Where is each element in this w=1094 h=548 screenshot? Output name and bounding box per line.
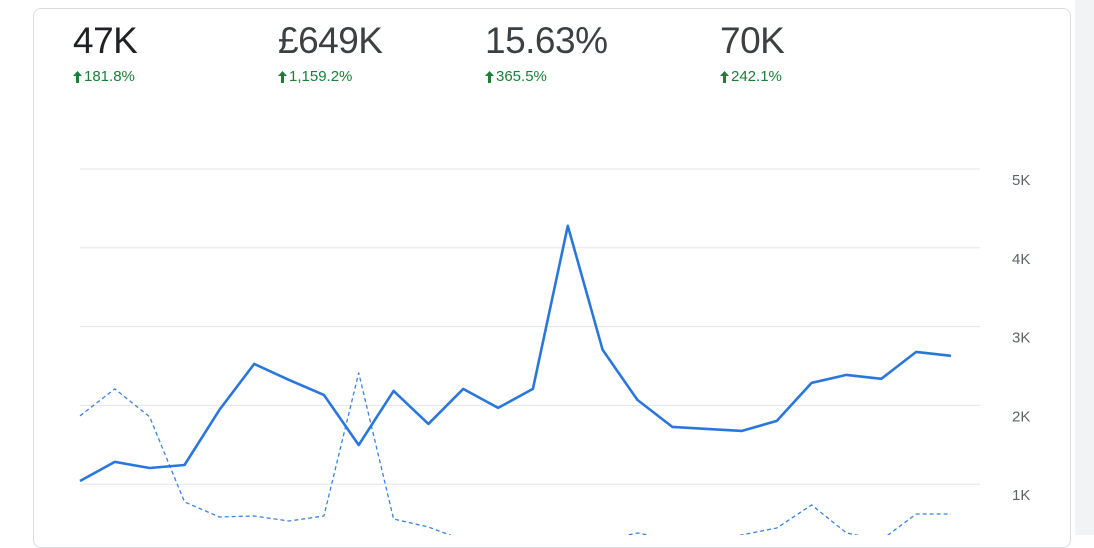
metric: 15.63% 365.5% — [485, 20, 608, 85]
page: 47K 181.8% £649K 1,159.2% 15.63% 365.5% 70K 242… — [33, 0, 1094, 548]
change-text: 181.8% — [84, 68, 135, 85]
series-line — [79, 224, 952, 483]
up-arrow — [720, 70, 729, 83]
y-tick-label: 2K — [1012, 408, 1030, 425]
metric-change: 1,159.2% — [278, 68, 383, 85]
up-arrow — [73, 70, 82, 83]
change-text: 365.5% — [496, 68, 547, 85]
metric-value: 70K — [720, 20, 785, 61]
change-text: 1,159.2% — [289, 68, 353, 85]
y-tick-label: 5K — [1012, 172, 1030, 189]
side-strip — [1075, 0, 1094, 535]
metric-change: 181.8% — [73, 68, 137, 85]
metric-value: £649K — [278, 20, 383, 61]
metric-value: 15.63% — [485, 20, 608, 61]
chart: 1K 2K 3K 4K 5K — [79, 168, 1030, 535]
up-arrow — [278, 70, 287, 83]
change-text: 242.1% — [731, 68, 782, 85]
series-line — [79, 372, 951, 535]
y-tick-label: 4K — [1012, 251, 1030, 268]
metric: 47K 181.8% — [73, 20, 138, 85]
metric-change: 365.5% — [485, 68, 608, 85]
up-arrow — [485, 70, 494, 83]
metric-value: 47K — [73, 20, 138, 61]
metric: £649K 1,159.2% — [278, 20, 383, 85]
y-tick-label: 1K — [1012, 487, 1030, 504]
metric-change: 242.1% — [720, 68, 784, 85]
card — [33, 8, 1071, 548]
y-tick-label: 3K — [1012, 330, 1030, 347]
metric: 70K 242.1% — [720, 20, 785, 85]
